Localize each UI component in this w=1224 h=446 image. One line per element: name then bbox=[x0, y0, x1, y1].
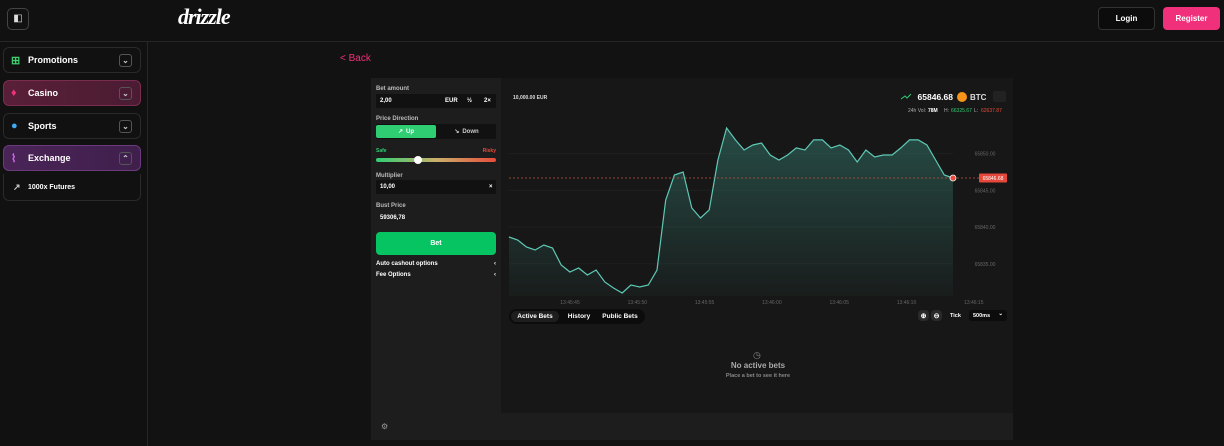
empty-hint: Place a bet to see it here bbox=[725, 373, 791, 379]
sidebar: ⊞ Promotions ⌄ ♦ Casino ⌄ ● Sports ⌄ ⌇ Exchange… bbox=[0, 42, 148, 446]
vol: 78M bbox=[928, 108, 938, 114]
risk-slider[interactable] bbox=[376, 158, 496, 162]
settings-icon[interactable]: ⚙ bbox=[381, 422, 389, 431]
zoom-out[interactable]: ⊖ bbox=[931, 310, 942, 321]
label: Multiplier bbox=[376, 173, 403, 179]
x-tick-label: 13:46:05 bbox=[829, 300, 849, 306]
bet-form: Bet amount 2,00 EUR ½ 2× Price Direction… bbox=[371, 78, 501, 413]
btc-icon bbox=[957, 92, 967, 102]
back-link[interactable]: < Back bbox=[340, 53, 371, 64]
vol-label: 24h Vol: bbox=[908, 108, 926, 114]
footer-bar: ⚙ bbox=[371, 413, 1013, 440]
x-tick-label: 13:45:55 bbox=[695, 300, 715, 306]
auto-cashout[interactable]: Auto cashout options ‹ bbox=[376, 261, 496, 267]
y-tick-label: 65840.00 bbox=[975, 225, 996, 231]
bust-price: 59306,78 bbox=[380, 215, 406, 221]
nav-item[interactable]: ⌇ Exchange ⌃ bbox=[3, 145, 141, 171]
value: 10,00 bbox=[380, 184, 396, 190]
up-button[interactable]: ↗ Up bbox=[376, 125, 436, 138]
trend-icon bbox=[900, 93, 912, 100]
price-chart: 10,000.00 EUR 65846.68 BTC 24h Vol: 78M … bbox=[508, 91, 1007, 306]
value: 500ms bbox=[973, 313, 991, 319]
label: Fee Options bbox=[376, 272, 411, 278]
top-bar: ◧ drizzle Login Register bbox=[0, 0, 1224, 42]
price-tag-label: 65846.68 bbox=[983, 176, 1004, 182]
high-label: H: bbox=[944, 108, 949, 114]
x-tick-label: 13:45:50 bbox=[628, 300, 648, 306]
x-tick-label: 13:46:10 bbox=[897, 300, 917, 306]
empty-title: No active bets bbox=[730, 361, 786, 370]
y-tick-label: 65835.00 bbox=[975, 262, 996, 268]
slider-knob[interactable] bbox=[414, 156, 422, 164]
nav-item[interactable]: ● Sports ⌄ bbox=[3, 113, 141, 139]
interval-select[interactable]: 500ms ⌄ bbox=[969, 310, 1007, 321]
bet-button[interactable]: Bet bbox=[376, 232, 496, 255]
tab[interactable]: Active Bets bbox=[511, 311, 559, 322]
high: 66325.67 bbox=[951, 108, 972, 114]
price-area bbox=[509, 128, 953, 296]
balance: 10,000.00 EUR bbox=[513, 95, 548, 101]
register-button[interactable]: Register bbox=[1163, 7, 1220, 30]
x-tick-label: 13:46:15 bbox=[964, 300, 984, 306]
nav-subitem[interactable]: ↗ 1000x Futures bbox=[3, 174, 141, 201]
label: Down bbox=[462, 128, 479, 135]
suffix: × bbox=[489, 184, 493, 190]
currency: EUR bbox=[445, 98, 458, 104]
low: 62637.87 bbox=[981, 108, 1002, 114]
nav-label: Exchange bbox=[28, 153, 71, 163]
tick-label: Tick bbox=[950, 313, 961, 319]
game-panel: Bet amount 2,00 EUR ½ 2× Price Direction… bbox=[371, 78, 1013, 440]
label: Up bbox=[406, 128, 415, 135]
value: 2,00 bbox=[380, 98, 392, 104]
tab[interactable]: History bbox=[567, 313, 591, 320]
price-dot bbox=[949, 174, 957, 182]
low-label: L: bbox=[974, 108, 978, 114]
risky-label: Risky bbox=[482, 148, 496, 154]
safe-label: Safe bbox=[376, 148, 387, 154]
down-button[interactable]: ↘ Down bbox=[454, 128, 479, 136]
price-tag bbox=[979, 173, 1007, 183]
symbol-dropdown[interactable] bbox=[993, 91, 1006, 102]
label: Bet amount bbox=[376, 86, 409, 92]
zoom-in[interactable]: ⊕ bbox=[918, 310, 929, 321]
login-button[interactable]: Login bbox=[1098, 7, 1155, 30]
half-button[interactable]: ½ bbox=[467, 98, 473, 104]
double-button[interactable]: 2× bbox=[484, 98, 491, 104]
nav-label: Sports bbox=[28, 121, 57, 131]
nav-item[interactable]: ⊞ Promotions ⌄ bbox=[3, 47, 141, 73]
y-tick-label: 65850.00 bbox=[975, 152, 996, 158]
label: Price Direction bbox=[376, 116, 419, 122]
nav-label: Promotions bbox=[28, 55, 79, 65]
price-line bbox=[508, 126, 954, 294]
bet-amount-input[interactable]: 2,00 EUR ½ 2× bbox=[376, 94, 496, 108]
logo[interactable]: drizzle bbox=[178, 4, 231, 29]
sidebar-toggle[interactable]: ◧ bbox=[7, 8, 29, 30]
label: Auto cashout options bbox=[376, 261, 438, 267]
y-tick-label: 65845.00 bbox=[975, 188, 996, 194]
nav-sublabel: 1000x Futures bbox=[28, 184, 76, 191]
label: Bust Price bbox=[376, 203, 406, 209]
nav-item[interactable]: ♦ Casino ⌄ bbox=[3, 80, 141, 106]
clock-icon: ◷ bbox=[753, 350, 761, 360]
bet-tabs: Active Bets History Public Bets bbox=[509, 309, 645, 324]
fee-options[interactable]: Fee Options ‹ bbox=[376, 272, 496, 278]
current-price: 65846.68 bbox=[918, 92, 954, 102]
nav-label: Casino bbox=[28, 88, 59, 98]
x-tick-label: 13:46:00 bbox=[762, 300, 782, 306]
x-tick-label: 13:45:45 bbox=[560, 300, 580, 306]
symbol: BTC bbox=[970, 93, 987, 102]
multiplier-input[interactable]: 10,00 × bbox=[376, 180, 496, 194]
tab[interactable]: Public Bets bbox=[602, 313, 638, 320]
